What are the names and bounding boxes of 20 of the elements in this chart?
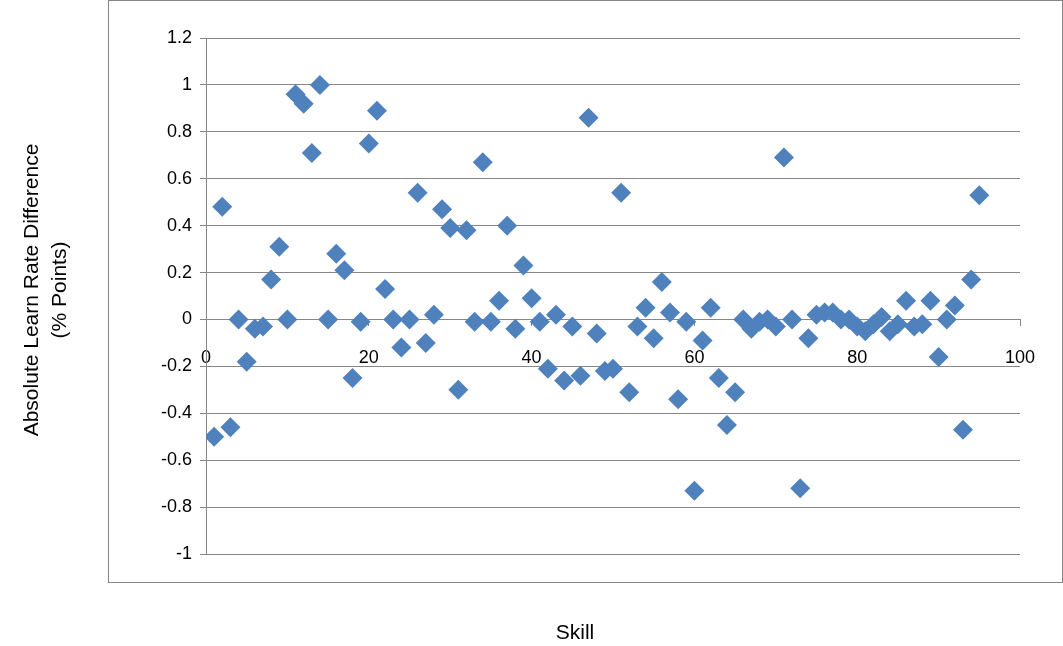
x-tick-label: 80: [847, 347, 868, 368]
y-tick-label: -0.2: [160, 355, 192, 376]
y-tick-label: 0: [181, 308, 192, 329]
x-tick-label: 0: [200, 347, 212, 368]
y-tick-label: 1: [181, 73, 192, 94]
y-tick-label: 0.2: [166, 261, 192, 282]
x-tick-label: 40: [521, 347, 542, 368]
x-axis-title: Skill: [555, 620, 595, 644]
x-tick-label: 100: [1004, 347, 1036, 368]
y-tick-label: 0.6: [166, 167, 192, 188]
y-tick-label: -0.4: [160, 402, 192, 423]
x-tick-label: 20: [358, 347, 379, 368]
y-tick-label: -0.6: [160, 449, 192, 470]
y-tick-label: 1.2: [166, 26, 192, 47]
y-tick-label: 0.4: [166, 214, 192, 235]
y-tick-label: -1: [175, 542, 192, 563]
y-axis-title: Absolute Learn Rate Difference (% Points): [18, 143, 71, 437]
x-tick-label: 60: [684, 347, 705, 368]
y-tick-label: -0.8: [160, 496, 192, 517]
y-tick-label: 0.8: [166, 120, 192, 141]
